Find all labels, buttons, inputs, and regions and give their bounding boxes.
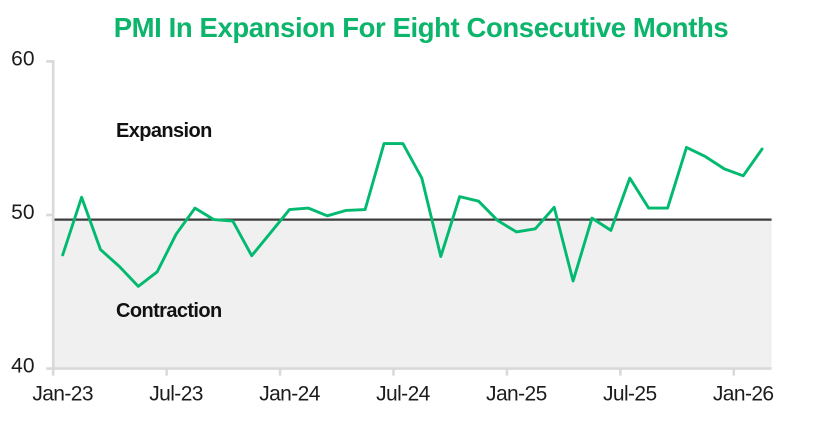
x-tick-label: Jul-23 (149, 383, 203, 406)
x-tick-label: Jan-26 (713, 383, 774, 406)
x-tick-label: Jul-25 (603, 383, 657, 406)
contraction-label: Contraction (116, 300, 222, 322)
expansion-label: Expansion (116, 120, 212, 142)
x-tick-label: Jan-24 (259, 383, 321, 406)
y-tick-label: 40 (11, 355, 34, 378)
pmi-series-line (61, 142, 764, 288)
x-tick-label: Jan-25 (486, 383, 547, 406)
y-tick-label: 60 (11, 47, 34, 70)
x-tick-label: Jan-23 (32, 383, 93, 406)
y-tick-label: 50 (11, 201, 34, 224)
x-tick-label: Jul-24 (376, 383, 431, 406)
chart-title: PMI In Expansion For Eight Consecutive M… (113, 11, 729, 43)
contraction-shade-region (53, 219, 772, 369)
